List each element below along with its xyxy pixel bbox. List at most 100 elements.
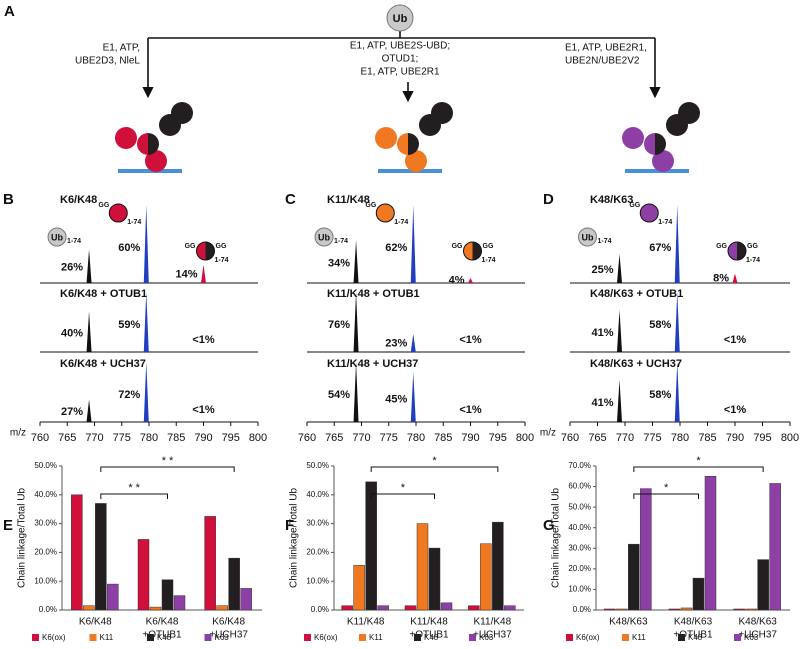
range-label: 1-74 — [746, 257, 760, 264]
x-tick-label: +OTUB1 — [409, 630, 449, 641]
bar — [668, 608, 681, 611]
gg-icon — [737, 242, 746, 260]
peak-label: 27% — [61, 406, 83, 418]
peak-label: 45% — [385, 393, 407, 405]
ub-unit — [678, 102, 700, 124]
x-tick-label: 765 — [58, 432, 76, 444]
x-tick-label: 800 — [516, 432, 534, 444]
y-tick-label: 50.0% — [306, 461, 329, 470]
peak-label: 59% — [118, 319, 140, 331]
x-tick-label: 770 — [85, 432, 103, 444]
significance-label: * — [401, 482, 406, 494]
x-tick-label: 785 — [698, 432, 716, 444]
legend-swatch — [204, 634, 212, 641]
bar — [769, 483, 781, 611]
y-tick-label: 30.0% — [306, 519, 329, 528]
x-tick-label: 775 — [380, 432, 398, 444]
x-tick-label: 800 — [249, 432, 267, 444]
peak — [353, 362, 359, 422]
gg-icon-outline — [196, 241, 215, 261]
peak-label: 26% — [61, 262, 83, 274]
gg-label: GG — [216, 243, 227, 250]
bar — [680, 607, 693, 611]
ub-unit — [408, 133, 419, 155]
range-label: 1-74 — [658, 219, 672, 226]
gg-label: GG — [98, 202, 109, 209]
bar — [640, 488, 652, 611]
peak-label: 67% — [649, 242, 671, 254]
y-axis-title: Chain linkage/Total Ub — [17, 488, 28, 588]
significance-bracket — [633, 493, 699, 499]
ub-icon — [386, 4, 414, 32]
peak — [617, 309, 622, 352]
peak-label: 72% — [118, 389, 140, 401]
legend-swatch — [32, 634, 39, 641]
x-tick-label: +OTUB1 — [673, 630, 713, 641]
panel-letter: E — [3, 517, 13, 534]
bar — [492, 521, 504, 611]
surface — [118, 169, 182, 173]
gg-icon — [205, 242, 215, 260]
gg-label: GG — [185, 243, 196, 250]
bar — [204, 516, 216, 611]
peak-label: 76% — [328, 319, 350, 331]
spectrum-title: K6/K48 + OTUB1 — [60, 288, 147, 300]
x-tick-label: K11/K48 — [474, 617, 512, 628]
bar — [83, 605, 95, 611]
x-tick-label: 780 — [140, 432, 158, 444]
legend-label: K48 — [424, 633, 439, 642]
bar — [468, 605, 480, 611]
x-tick-label: 785 — [167, 432, 185, 444]
gg-label: GG — [365, 202, 376, 209]
spectrum-title: K6/K48 — [60, 194, 97, 206]
peak-label: 41% — [591, 397, 613, 409]
route-text: E1, ATP, — [103, 43, 140, 54]
legend-swatch — [89, 634, 97, 641]
y-tick-label: 70.0% — [568, 461, 591, 470]
legend-label: K6(ox) — [314, 633, 338, 642]
peak-label: <1% — [724, 334, 747, 346]
legend-label: K48 — [157, 633, 172, 642]
peak-label: 41% — [591, 327, 613, 339]
x-tick-label: 790 — [461, 432, 479, 444]
bar — [616, 608, 628, 611]
ub-icon — [47, 227, 67, 247]
peak — [617, 379, 622, 422]
spectrum-title: K11/K48 + UCH37 — [327, 358, 418, 370]
significance-bracket — [370, 466, 499, 472]
peak — [674, 362, 680, 422]
x-tick-label: K48/K63 — [738, 617, 777, 628]
x-tick-label: +UCH37 — [738, 630, 777, 641]
y-tick-label: 50.0% — [568, 502, 591, 511]
bar — [733, 608, 745, 611]
range-label: 1-74 — [394, 219, 408, 226]
x-tick-label: 760 — [298, 432, 316, 444]
significance-label: * * — [128, 482, 140, 494]
bar — [228, 557, 240, 611]
ub-icon-label: Ub — [51, 232, 63, 242]
y-tick-label: 30.0% — [34, 519, 57, 528]
spectrum-title: K48/K63 + UCH37 — [590, 358, 682, 370]
bar — [628, 543, 640, 611]
bar — [240, 588, 252, 611]
bar — [416, 523, 429, 611]
x-tick-label: 795 — [222, 432, 240, 444]
peak — [143, 205, 149, 283]
spectrum-title: K6/K48 + UCH37 — [60, 358, 146, 370]
y-tick-label: 50.0% — [34, 461, 57, 470]
ub-unit — [622, 127, 644, 149]
peak — [143, 292, 149, 352]
ub-icon-label: Ub — [582, 232, 594, 242]
bar — [428, 547, 441, 611]
bar — [504, 605, 516, 611]
gg-icon-outline — [463, 241, 482, 261]
y-tick-label: 20.0% — [568, 564, 591, 573]
x-tick-label: K11/K48 — [410, 617, 448, 628]
range-label: 1-74 — [334, 238, 348, 245]
gg-label: GG — [483, 243, 494, 250]
route-text: E1, ATP, UBE2R1, — [565, 43, 647, 54]
gg-icon — [472, 242, 482, 260]
x-tick-label: 770 — [352, 432, 370, 444]
y-tick-label: 40.0% — [306, 490, 329, 499]
range-label: 1-74 — [482, 257, 496, 264]
